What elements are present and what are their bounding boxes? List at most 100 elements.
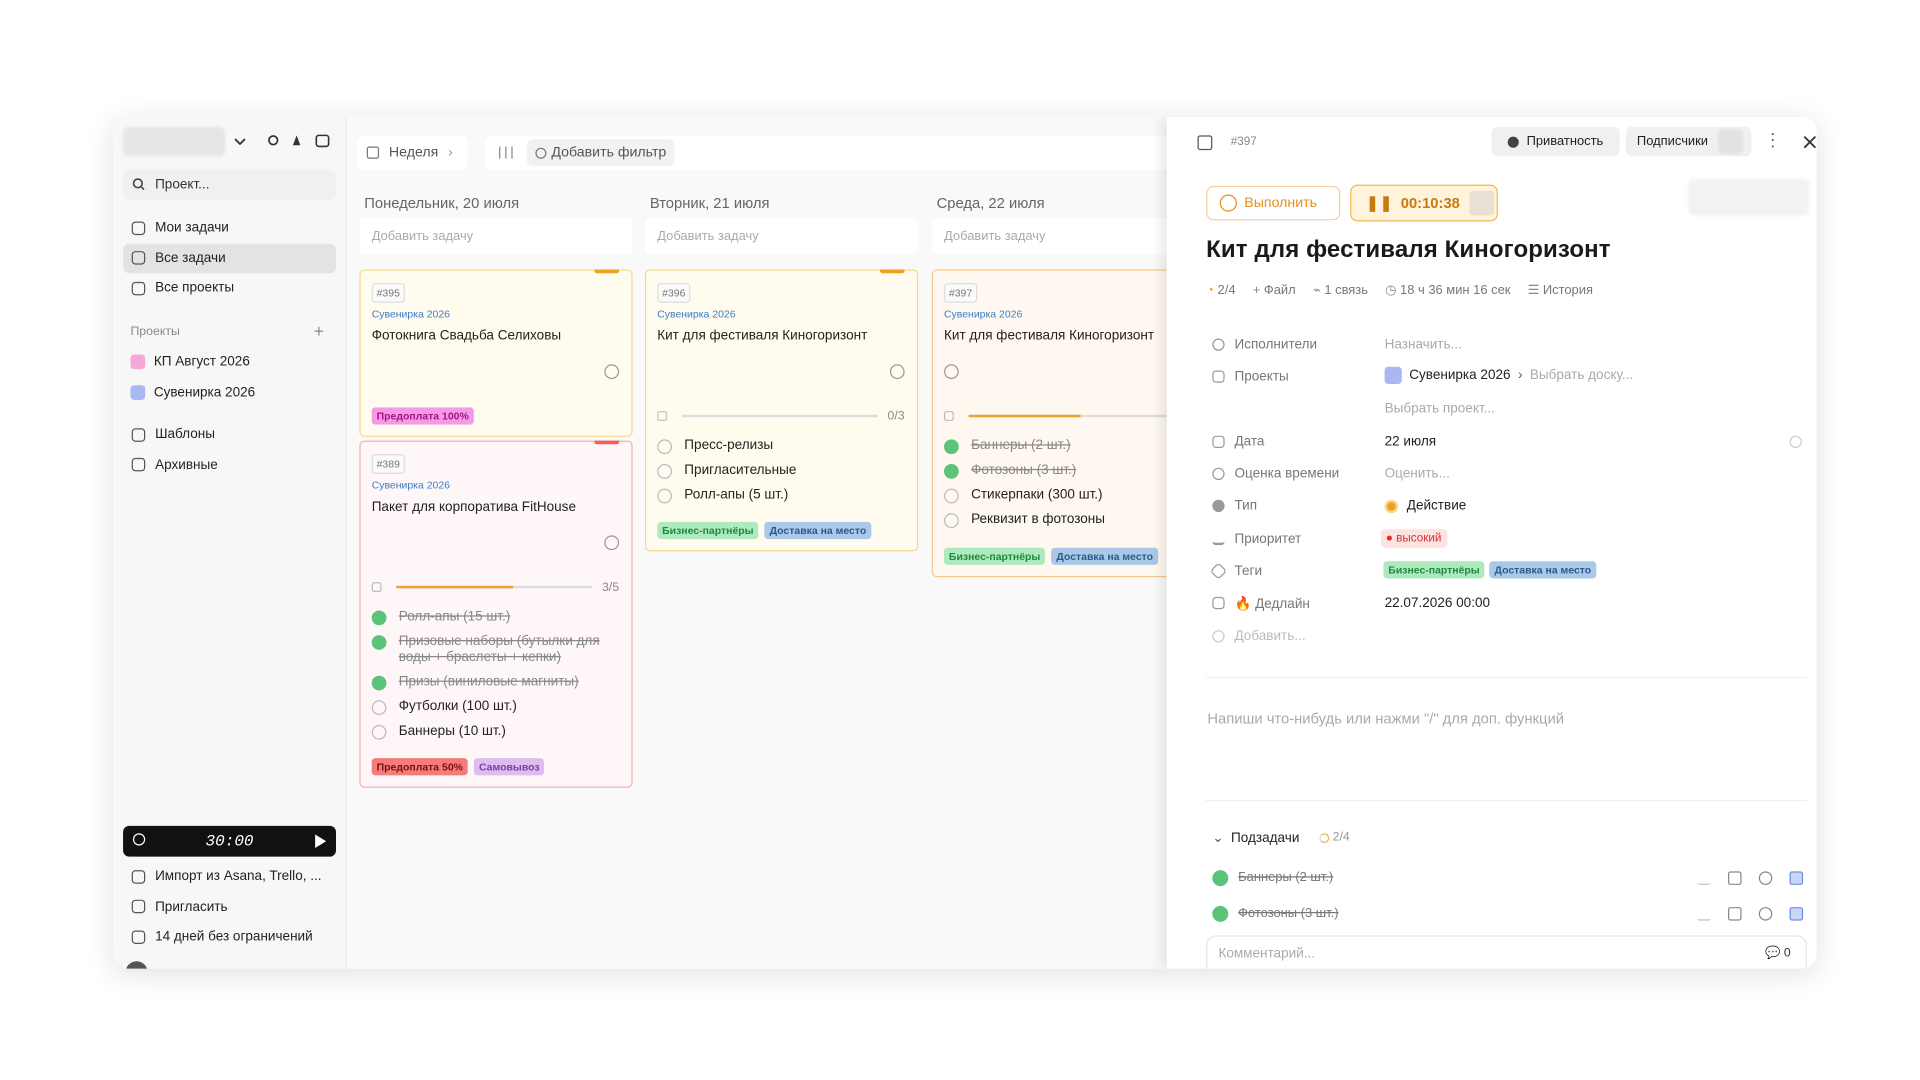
subtask-text: Баннеры (2 шт.) (1238, 870, 1334, 885)
chevron: ⌄ (1212, 830, 1224, 846)
checkbox (657, 439, 673, 455)
project-value[interactable]: Сувенирка 2026 › Выбрать доску... (1384, 366, 1634, 385)
add-property[interactable]: Добавить... (1234, 628, 1306, 644)
subtask-text: Ролл-апы (15 шт.) (398, 609, 511, 625)
board-placeholder[interactable]: Выбрать доску... (1529, 368, 1634, 383)
date-value[interactable]: 22 июля (1384, 434, 1437, 450)
repeat-icon[interactable] (1789, 435, 1802, 449)
meta-item[interactable]: ☰ История (1528, 283, 1593, 298)
task-card[interactable]: #396 Сувенирка 2026 Кит для фестиваля Кино… (644, 269, 919, 552)
chevron[interactable] (234, 138, 246, 146)
deadline-label: Дедлайн (1255, 596, 1310, 612)
subtask[interactable]: Пресс-релизы (657, 438, 891, 455)
complete-circle[interactable] (889, 364, 905, 380)
task-meta: ◔ 2/4 + Файл ⌁ 1 связь ◷ 18 ч 36 мин 16 сек… (1206, 283, 1593, 298)
subtask-row[interactable]: Фотозоны (3 шт.) (1212, 903, 1804, 923)
subtask[interactable]: Реквизит в фотозоны (944, 512, 1167, 529)
task-timer[interactable]: ❚❚ 00:10:38 (1350, 184, 1498, 222)
nav-item[interactable]: Все задачи (123, 243, 337, 273)
focus-timer[interactable]: 30:00 (123, 825, 337, 857)
prop-label: 🔥 Дедлайн (1234, 596, 1310, 612)
project-item[interactable]: Сувенирка 2026 (123, 377, 336, 407)
meta-item[interactable]: + Файл (1253, 283, 1296, 298)
filter-bar: Добавить фильтр (484, 135, 1167, 170)
subtasks-header[interactable]: ⌄ Подзадачи 2/4 (1212, 830, 1349, 846)
nav-item[interactable]: Архивные (123, 450, 336, 480)
panel-icon[interactable] (1197, 135, 1213, 151)
editor-placeholder[interactable]: Напиши что-нибудь или нажми "/" для доп.… (1207, 710, 1564, 728)
checkbox (371, 724, 387, 740)
play-icon[interactable] (315, 834, 327, 849)
action-icon[interactable] (1728, 870, 1742, 885)
estimate-placeholder[interactable]: Оценить... (1384, 466, 1450, 482)
meta-item[interactable]: ◷ 18 ч 36 мин 16 сек (1385, 283, 1510, 298)
action-icon[interactable] (1697, 871, 1711, 885)
subtask[interactable]: Стикерпаки (300 шт.) (944, 487, 1167, 504)
task-card[interactable]: #389 Сувенирка 2026 Пакет для корпоратива … (359, 440, 633, 788)
action-icon[interactable] (1758, 906, 1773, 921)
tags-value[interactable]: Бизнес-партнёры Доставка на место (1383, 561, 1597, 579)
nav-item[interactable]: Пригласить (123, 892, 336, 922)
subscribers-button[interactable]: Подписчики (1625, 126, 1752, 157)
nav-item[interactable]: Все проекты (123, 273, 336, 303)
meta-item[interactable]: ⌁ 1 связь (1313, 283, 1368, 298)
task-card[interactable]: #397 Сувенирка 2026 Кит для фестиваля Кино… (931, 269, 1167, 578)
search-icon[interactable] (268, 135, 279, 146)
action-icon[interactable] (1789, 906, 1804, 921)
privacy-button[interactable]: Приватность (1491, 126, 1620, 157)
comment-box[interactable]: Комментарий... 💬 0 (1206, 935, 1807, 969)
search-box[interactable]: Проект... (123, 169, 337, 200)
type-name: Действие (1406, 498, 1467, 514)
close-button[interactable] (1803, 135, 1817, 149)
project-placeholder[interactable]: Выбрать проект... (1384, 401, 1495, 417)
subtask[interactable]: Фотозоны (3 шт.) (944, 463, 1167, 479)
action-icon[interactable] (1728, 906, 1742, 921)
add-task[interactable]: Добавить задачу (931, 217, 1167, 255)
action-icon[interactable] (1758, 870, 1773, 885)
nav-item[interactable]: 14 дней без ограничений (123, 922, 336, 952)
more-menu[interactable]: · · · (1769, 123, 1776, 156)
complete-circle[interactable] (604, 364, 620, 380)
assignee-placeholder[interactable]: Назначить... (1384, 337, 1462, 353)
progress-label: 0/3 (887, 409, 905, 423)
avatar[interactable] (125, 961, 148, 969)
nav-item[interactable]: Импорт из Asana, Trello, ... (123, 862, 336, 892)
action-icon[interactable] (1697, 906, 1711, 921)
subtask-row[interactable]: Баннеры (2 шт.) (1212, 868, 1804, 888)
complete-circle[interactable] (944, 364, 959, 380)
subtask[interactable]: Баннеры (2 шт.) (944, 438, 1167, 455)
add-project[interactable]: + (313, 321, 324, 341)
subtask[interactable]: Футболки (100 шт.) (371, 699, 606, 716)
subtask[interactable]: Призы (виниловые магниты) (371, 674, 606, 691)
priority-chip[interactable]: ● высокий (1380, 529, 1448, 548)
task-card[interactable]: #395 Сувенирка 2026 Фотокнига Свадьба Сели… (359, 269, 633, 437)
progress-row: 3/5 (371, 580, 619, 595)
add-task[interactable]: Добавить задачу (644, 217, 919, 255)
meta-text: 18 ч 36 мин 16 сек (1400, 283, 1511, 298)
subtask[interactable]: Баннеры (10 шт.) (371, 724, 606, 740)
eye-icon (1508, 136, 1520, 148)
add-filter[interactable]: Добавить фильтр (526, 139, 675, 167)
deadline-value[interactable]: 22.07.2026 00:00 (1384, 595, 1491, 611)
subtask-text: Ролл-апы (5 шт.) (684, 487, 789, 503)
timer-avatar (1469, 190, 1495, 216)
subtask[interactable]: Призовые наборы (бутылки для воды + брас… (371, 634, 606, 666)
add-task[interactable]: Добавить задачу (359, 217, 633, 255)
type-value[interactable]: Действие (1384, 498, 1467, 514)
view-switch[interactable]: Неделя › (356, 135, 468, 170)
subtask[interactable]: Пригласительные (657, 463, 891, 479)
project-item[interactable]: КП Август 2026 (123, 347, 336, 377)
subtask[interactable]: Ролл-апы (15 шт.) (371, 609, 606, 626)
checkbox (944, 513, 959, 529)
bell-icon[interactable] (292, 135, 301, 146)
workspace-switcher[interactable] (123, 126, 226, 157)
complete-circle[interactable] (604, 535, 620, 551)
complete-button[interactable]: Выполнить (1206, 185, 1341, 221)
nav-item[interactable]: Мои задачи (123, 213, 336, 243)
subtask[interactable]: Ролл-апы (5 шт.) (657, 487, 891, 504)
action-icon[interactable] (1789, 870, 1804, 885)
filter-settings-icon[interactable] (485, 144, 527, 161)
nav-item[interactable]: Шаблоны (123, 420, 336, 450)
layout-icon[interactable] (315, 134, 330, 148)
